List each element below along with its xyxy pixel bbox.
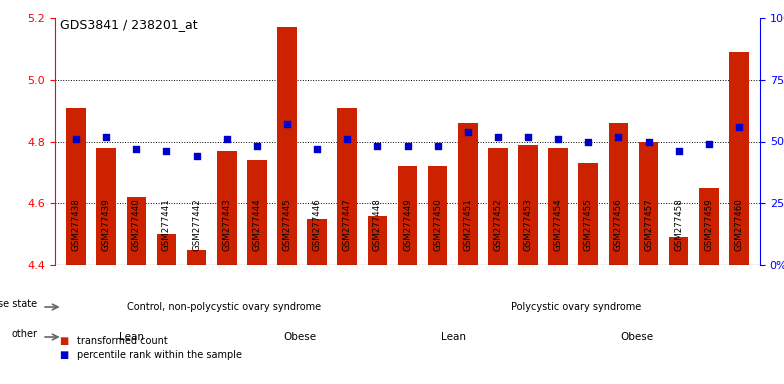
Text: GSM277447: GSM277447: [343, 199, 352, 251]
Bar: [488, 148, 508, 265]
Point: [582, 138, 594, 144]
Point: [220, 136, 233, 142]
Point: [431, 143, 444, 149]
Bar: [126, 197, 146, 265]
Bar: [518, 145, 538, 265]
Point: [612, 134, 625, 140]
Point: [673, 148, 685, 154]
Text: GSM277442: GSM277442: [192, 199, 201, 251]
Text: disease state: disease state: [0, 299, 38, 309]
Bar: [579, 163, 598, 265]
Text: GSM277444: GSM277444: [252, 199, 261, 251]
Bar: [548, 148, 568, 265]
Point: [371, 143, 383, 149]
Text: GSM277445: GSM277445: [282, 199, 292, 251]
Point: [732, 124, 745, 130]
Text: GSM277448: GSM277448: [373, 199, 382, 251]
Text: Obese: Obese: [284, 332, 317, 342]
Text: GSM277449: GSM277449: [403, 199, 412, 251]
Text: GSM277454: GSM277454: [554, 199, 563, 251]
Text: Obese: Obese: [621, 332, 654, 342]
Bar: [397, 166, 417, 265]
Text: GSM277456: GSM277456: [614, 199, 623, 251]
Bar: [608, 123, 628, 265]
Point: [70, 136, 82, 142]
Text: other: other: [12, 329, 38, 339]
Bar: [639, 141, 659, 265]
Point: [642, 138, 655, 144]
Bar: [337, 108, 357, 265]
Text: GSM277446: GSM277446: [313, 199, 321, 251]
Point: [130, 146, 143, 152]
Point: [310, 146, 323, 152]
Text: Lean: Lean: [119, 332, 144, 342]
Text: GSM277438: GSM277438: [71, 199, 81, 251]
Text: GSM277443: GSM277443: [222, 199, 231, 251]
Bar: [669, 237, 688, 265]
Bar: [368, 215, 387, 265]
Bar: [187, 250, 206, 265]
Point: [100, 134, 112, 140]
Point: [462, 129, 474, 135]
Bar: [699, 188, 719, 265]
Text: GSM277439: GSM277439: [102, 199, 111, 251]
Text: GSM277450: GSM277450: [433, 199, 442, 251]
Text: ■: ■: [60, 336, 72, 346]
Text: GSM277457: GSM277457: [644, 199, 653, 251]
Text: GSM277459: GSM277459: [704, 199, 713, 251]
Point: [552, 136, 564, 142]
Text: GSM277440: GSM277440: [132, 199, 141, 251]
Text: Control, non-polycystic ovary syndrome: Control, non-polycystic ovary syndrome: [126, 302, 321, 312]
Point: [401, 143, 414, 149]
Text: GSM277453: GSM277453: [524, 199, 532, 251]
Text: GSM277452: GSM277452: [493, 199, 503, 251]
Point: [160, 148, 172, 154]
Point: [341, 136, 354, 142]
Bar: [67, 108, 86, 265]
Bar: [96, 148, 116, 265]
Bar: [278, 27, 297, 265]
Point: [251, 143, 263, 149]
Text: GDS3841 / 238201_at: GDS3841 / 238201_at: [60, 18, 198, 31]
Point: [281, 121, 293, 127]
Text: GSM277455: GSM277455: [584, 199, 593, 251]
Point: [702, 141, 715, 147]
Bar: [217, 151, 237, 265]
Text: GSM277460: GSM277460: [735, 199, 743, 251]
Bar: [428, 166, 448, 265]
Text: percentile rank within the sample: percentile rank within the sample: [78, 350, 242, 360]
Point: [191, 153, 203, 159]
Text: ■: ■: [60, 350, 72, 360]
Bar: [458, 123, 477, 265]
Text: GSM277441: GSM277441: [162, 199, 171, 251]
Point: [492, 134, 504, 140]
Bar: [247, 160, 267, 265]
Text: GSM277451: GSM277451: [463, 199, 472, 251]
Bar: [157, 234, 176, 265]
Text: GSM277458: GSM277458: [674, 199, 683, 251]
Text: Polycystic ovary syndrome: Polycystic ovary syndrome: [511, 302, 641, 312]
Bar: [307, 218, 327, 265]
Text: transformed count: transformed count: [78, 336, 168, 346]
Point: [521, 134, 534, 140]
Text: Lean: Lean: [441, 332, 466, 342]
Bar: [729, 52, 749, 265]
